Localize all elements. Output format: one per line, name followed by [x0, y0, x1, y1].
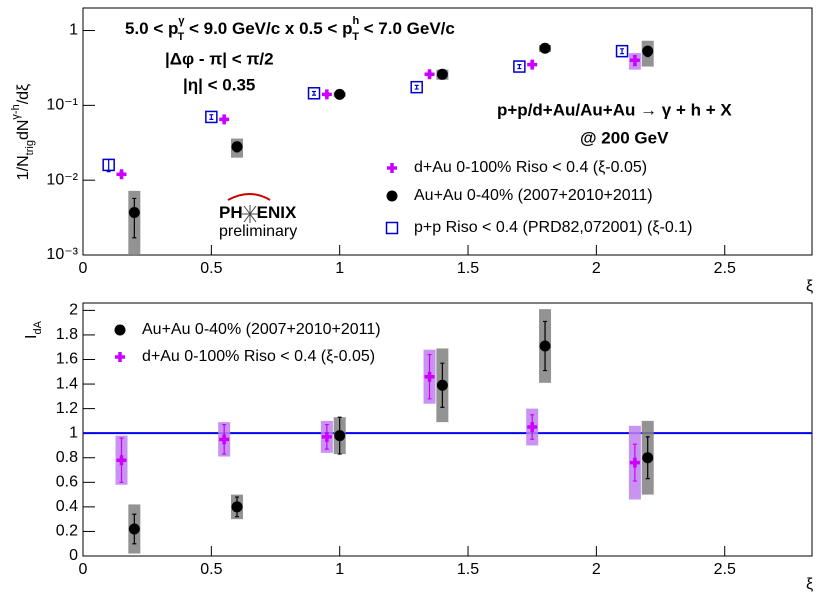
marker [219, 434, 230, 445]
plot-frame [82, 302, 813, 557]
plot-area [102, 40, 654, 255]
legend-entry: Au+Au 0-40% (2007+2010+2011) [414, 187, 653, 204]
y-tick-label: 10⁻² [46, 171, 78, 188]
y-tick-label: 1.6 [56, 351, 78, 368]
x-tick-label: 2 [592, 260, 601, 277]
legend-entry: p+p Riso < 0.4 (PRD82,072001) (ξ-0.1) [414, 219, 692, 236]
y-tick-label: 0 [69, 547, 78, 564]
y-tick-label: 2 [69, 302, 78, 319]
x-tick-label: 1 [335, 260, 344, 277]
error-bar [209, 114, 214, 120]
marker [128, 523, 140, 535]
y-tick-label: 1.2 [56, 400, 78, 417]
marker [219, 114, 230, 125]
legend-marker [115, 352, 125, 362]
marker [116, 169, 127, 180]
x-tick-label: 1.5 [457, 260, 479, 277]
logo-arc [227, 193, 271, 201]
y-tick-label: 0.4 [56, 498, 78, 515]
x-tick-label: 1 [335, 561, 344, 578]
marker [539, 340, 551, 352]
error-bar [312, 90, 317, 96]
marker [334, 430, 346, 442]
energy: @ 200 GeV [580, 128, 669, 147]
marker [436, 379, 448, 391]
marker [615, 44, 629, 58]
x-tick-label: 0.5 [200, 260, 222, 277]
logo: PH ENIX [219, 203, 297, 222]
y-tick-label: 10⁻¹ [46, 97, 78, 114]
y-tick-label: 1.8 [56, 326, 78, 343]
marker [513, 60, 526, 73]
marker [642, 452, 654, 464]
x-tick-label: 0 [79, 561, 88, 578]
y-tick-label: 0.6 [56, 474, 78, 491]
x-tick-label: 0.5 [200, 561, 222, 578]
marker [410, 80, 423, 94]
plot-area [83, 309, 812, 554]
marker [116, 455, 127, 466]
legend-marker [114, 324, 126, 336]
marker [321, 89, 332, 100]
x-axis-label: ξ [806, 576, 813, 593]
y-tick-label: 1 [69, 424, 78, 441]
marker [205, 110, 218, 124]
marker [436, 68, 448, 80]
marker [334, 88, 346, 100]
x-tick-label: 2.5 [714, 260, 736, 277]
y-tick-label: 10⁻³ [46, 246, 78, 263]
marker [527, 422, 538, 433]
y-tick-label: 1 [69, 22, 78, 39]
x-tick-label: 2 [592, 561, 601, 578]
x-tick-label: 1.5 [457, 561, 479, 578]
preliminary: preliminary [219, 223, 297, 240]
legend-marker [385, 221, 399, 235]
dphi-cut: |Δφ - π| < π/2 [165, 49, 274, 68]
legend-marker [387, 163, 397, 173]
marker [321, 431, 332, 442]
y-tick-label: 0.8 [56, 449, 78, 466]
legend-entry: Au+Au 0-40% (2007+2010+2011) [142, 321, 381, 338]
marker [629, 55, 640, 66]
marker [307, 87, 321, 100]
marker [539, 42, 551, 54]
marker [102, 158, 115, 172]
error-bar [620, 48, 625, 55]
kinematics: 5.0 < pγ T < 9.0 GeV/c x 0.5 < ph T < 7.0 … [125, 15, 455, 43]
legend-marker [386, 190, 398, 202]
reaction: p+p/d+Au/Au+Au → γ + h + X [497, 100, 732, 119]
x-tick-label: 2.5 [714, 561, 736, 578]
legend-entry: d+Au 0-100% Riso < 0.4 (ξ-0.05) [414, 159, 647, 176]
marker [629, 457, 640, 468]
marker [231, 501, 243, 513]
x-axis-label: ξ [806, 278, 813, 295]
x-tick-label: 0 [79, 260, 88, 277]
logo-star [242, 205, 258, 223]
marker [642, 45, 654, 57]
error-bar [517, 64, 522, 70]
y-axis-label: IdA [23, 320, 44, 339]
legend-entry: d+Au 0-100% Riso < 0.4 (ξ-0.05) [142, 348, 375, 365]
marker [128, 206, 140, 218]
marker [424, 371, 435, 382]
y-axis-label: 1/NtrigdNγ-h/dξ [10, 84, 36, 180]
marker [527, 59, 538, 70]
plot-frame [82, 7, 813, 256]
marker [231, 141, 243, 153]
eta-cut: |η| < 0.35 [183, 75, 255, 94]
error-bar [132, 197, 137, 239]
error-bar [414, 84, 419, 90]
y-tick-label: 1.4 [56, 375, 78, 392]
marker [424, 69, 435, 80]
y-tick-label: 0.2 [56, 523, 78, 540]
